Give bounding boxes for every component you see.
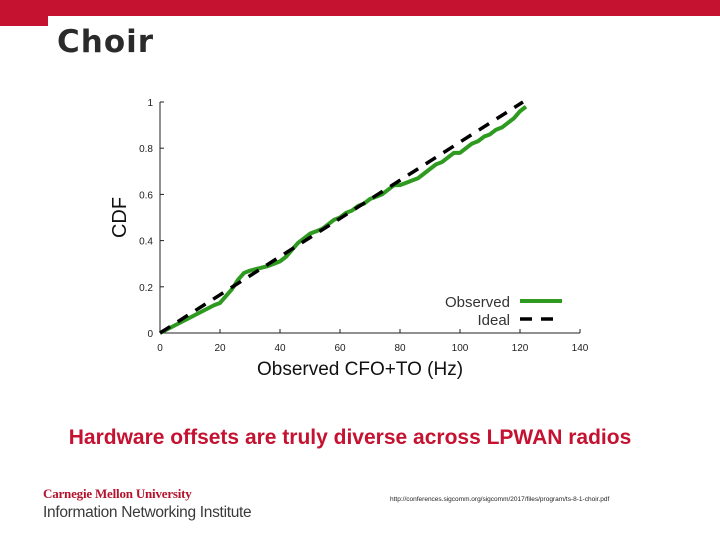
y-tick-label: 0.2 xyxy=(139,283,153,294)
x-axis-label: Observed CFO+TO (Hz) xyxy=(257,359,463,380)
x-tick-label: 100 xyxy=(452,343,469,354)
x-tick-label: 80 xyxy=(394,343,406,354)
cdf-chart: 0 0.2 0.4 0.6 0.8 1 0 20 40 60 80 100 120 140 Observ… xyxy=(109,98,589,380)
title-accent-notch xyxy=(0,16,48,26)
y-axis-label: CDF xyxy=(109,197,131,238)
chart-axes xyxy=(159,102,580,334)
cmu-ini-logo: Carnegie Mellon University Information N… xyxy=(43,486,263,522)
slide-caption: Hardware offsets are truly diverse acros… xyxy=(68,426,632,449)
x-axis-ticks: 0 20 40 60 80 100 120 140 xyxy=(157,329,589,354)
series-line-ideal xyxy=(159,100,524,335)
logo-university-name: Carnegie Mellon University xyxy=(43,486,192,501)
legend-label-ideal: Ideal xyxy=(477,312,510,329)
x-tick-label: 120 xyxy=(512,343,529,354)
slide-title: Choir xyxy=(57,24,155,60)
y-tick-label: 0.8 xyxy=(139,144,153,155)
y-tick-label: 1 xyxy=(147,98,153,109)
x-tick-label: 20 xyxy=(214,343,226,354)
logo-institute-name: Information Networking Institute xyxy=(43,504,252,521)
y-tick-label: 0 xyxy=(147,329,153,340)
title-accent-bar xyxy=(0,0,720,16)
y-tick-label: 0.6 xyxy=(139,190,153,201)
source-link[interactable]: http://conferences.sigcomm.org/sigcomm/2… xyxy=(390,496,610,503)
legend-label-observed: Observed xyxy=(445,294,510,311)
x-tick-label: 40 xyxy=(274,343,286,354)
x-tick-label: 0 xyxy=(157,343,163,354)
chart-series xyxy=(159,100,528,335)
y-tick-label: 0.4 xyxy=(139,237,153,248)
x-tick-label: 60 xyxy=(334,343,346,354)
x-tick-label: 140 xyxy=(572,343,589,354)
